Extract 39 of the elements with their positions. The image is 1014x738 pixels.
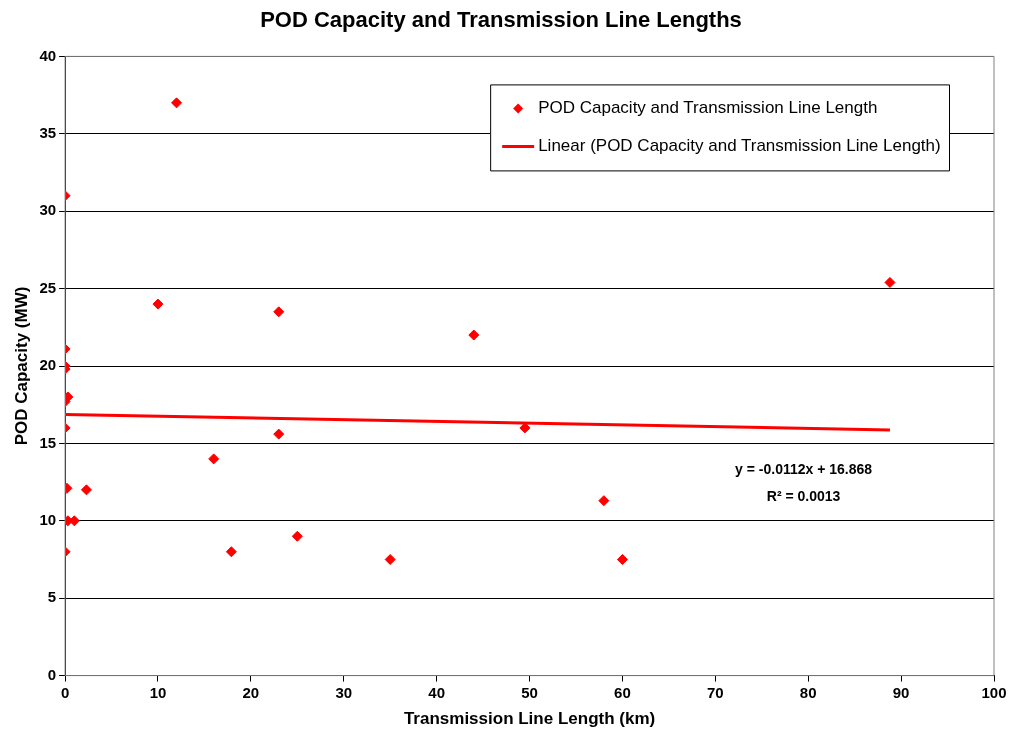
x-tick-label: 70 [706, 683, 724, 701]
point [208, 453, 220, 465]
point [152, 298, 164, 310]
x-tick-label: 60 [614, 683, 631, 701]
x-tick-label: 40 [428, 683, 445, 701]
y-tick-label: 0 [47, 665, 57, 683]
x-tick-label: 90 [892, 683, 910, 701]
point [225, 546, 237, 558]
point [384, 554, 396, 565]
point [273, 306, 285, 318]
annotation: R² = 0.0013 [766, 488, 841, 505]
x-tick-label: 0 [60, 683, 70, 701]
point [171, 97, 183, 109]
legend-label: POD Capacity and Transmission Line Length [538, 98, 878, 118]
x-tick-label: 10 [149, 683, 167, 701]
y-tick-label: 20 [39, 356, 57, 374]
x-tick-label: 30 [335, 683, 353, 701]
chart-title: POD Capacity and Transmission Line Lengths [260, 7, 742, 33]
y-tick-label: 30 [39, 201, 57, 219]
x-tick-label: 80 [799, 683, 817, 701]
x-tick-label: 20 [242, 683, 260, 701]
point [884, 276, 896, 288]
point [598, 495, 610, 507]
y-tick-label: 5 [47, 588, 57, 606]
x-tick-label: 100 [981, 683, 1007, 701]
point [273, 428, 285, 440]
x-axis-title: Transmission Line Length (km) [403, 709, 656, 729]
x-tick-label: 50 [521, 683, 538, 701]
point [468, 329, 480, 341]
y-tick-label: 40 [39, 46, 57, 64]
y-tick-label: 25 [39, 278, 57, 296]
y-axis-title: POD Capacity (MW) [11, 286, 31, 446]
point [291, 530, 303, 542]
y-tick-label: 35 [39, 123, 57, 141]
point [616, 554, 628, 565]
annotation: y = -0.0112x + 16.868 [735, 461, 873, 478]
y-tick-label: 15 [39, 433, 57, 451]
legend-label: Linear (POD Capacity and Transmission Line Length) [538, 136, 941, 156]
y-tick-label: 10 [39, 510, 57, 528]
